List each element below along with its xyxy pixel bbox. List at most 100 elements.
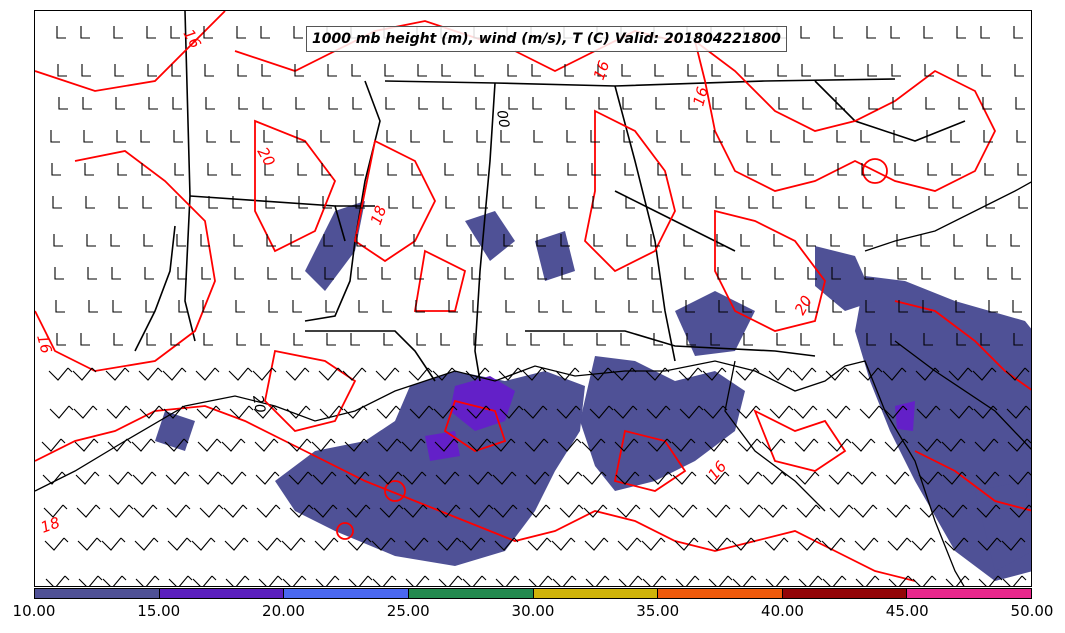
wind-barb bbox=[231, 163, 241, 176]
wind-barb bbox=[281, 537, 306, 551]
wind-barb bbox=[837, 163, 847, 176]
wind-barb bbox=[385, 97, 395, 110]
wind-barb bbox=[205, 97, 215, 110]
wind-barb bbox=[196, 405, 221, 419]
wind-barb bbox=[983, 130, 993, 143]
wind-barb bbox=[1002, 575, 1027, 586]
wind-barb bbox=[942, 471, 967, 485]
wind-barb bbox=[134, 537, 159, 551]
wind-barb bbox=[296, 130, 306, 143]
wind-barb bbox=[379, 504, 404, 518]
wind-barb bbox=[266, 234, 276, 247]
wind-barb bbox=[770, 130, 780, 143]
wind-barb bbox=[146, 26, 156, 39]
wind-barb bbox=[386, 130, 396, 143]
wind-barb bbox=[321, 163, 331, 176]
wind-barb bbox=[436, 504, 461, 518]
wind-barb bbox=[505, 300, 515, 313]
wind-barb bbox=[612, 367, 637, 381]
wind-barb bbox=[377, 438, 402, 452]
wind-barb bbox=[289, 504, 314, 518]
wind-barb bbox=[88, 300, 98, 313]
wind-barb bbox=[229, 405, 254, 419]
wind-barb bbox=[503, 234, 513, 247]
wind-barb bbox=[297, 163, 307, 176]
wind-barb bbox=[537, 267, 547, 280]
wind-barb bbox=[533, 130, 543, 143]
wind-barb bbox=[675, 575, 700, 586]
wind-barb bbox=[568, 196, 578, 209]
wind-barb bbox=[714, 163, 724, 176]
wind-barb bbox=[743, 333, 753, 346]
wind-barb bbox=[561, 267, 571, 280]
wind-barb bbox=[371, 537, 396, 551]
colorbar-tick-label: 15.00 bbox=[137, 602, 181, 620]
wind-barb bbox=[116, 130, 126, 143]
wind-barb bbox=[565, 97, 575, 110]
wind-barb bbox=[645, 367, 670, 381]
wind-barb bbox=[827, 438, 852, 452]
wind-barb bbox=[286, 405, 311, 419]
wind-barb bbox=[532, 97, 542, 110]
wind-barb bbox=[73, 405, 98, 419]
wind-barb bbox=[57, 64, 67, 77]
wind-barb bbox=[502, 196, 512, 209]
wind-barb bbox=[324, 267, 334, 280]
wind-barb bbox=[742, 300, 752, 313]
wind-barb bbox=[769, 405, 794, 419]
wind-barb bbox=[916, 405, 941, 419]
wind-barb bbox=[956, 333, 966, 346]
wind-barb bbox=[712, 97, 722, 110]
wind-barb bbox=[956, 26, 966, 39]
wind-barb bbox=[793, 405, 818, 419]
wind-barb bbox=[51, 163, 61, 176]
wind-barb bbox=[202, 300, 212, 313]
wind-barb bbox=[44, 537, 69, 551]
wind-barb bbox=[415, 300, 425, 313]
wind-barb bbox=[85, 196, 95, 209]
wind-barb bbox=[854, 537, 879, 551]
wind-barb bbox=[403, 504, 428, 518]
wind-barb bbox=[352, 97, 362, 110]
wind-barb bbox=[84, 163, 94, 176]
wind-barb bbox=[531, 64, 541, 77]
wind-barb bbox=[500, 130, 510, 143]
wind-barb bbox=[851, 438, 876, 452]
wind-barb bbox=[704, 438, 729, 452]
wind-barb bbox=[102, 575, 127, 586]
wind-barb bbox=[867, 64, 877, 77]
wind-barb bbox=[358, 300, 368, 313]
wind-barb bbox=[1017, 163, 1027, 176]
wind-barb bbox=[855, 575, 880, 586]
temp-label: 18 bbox=[367, 203, 390, 227]
wind-barb bbox=[228, 367, 253, 381]
wind-barb bbox=[54, 267, 64, 280]
wind-barb bbox=[285, 367, 310, 381]
wind-barb bbox=[763, 504, 788, 518]
wind-barb bbox=[412, 196, 422, 209]
wind-barb bbox=[923, 26, 933, 39]
wind-barb bbox=[75, 471, 100, 485]
wind-barb bbox=[80, 333, 90, 346]
wind-barb bbox=[440, 333, 450, 346]
wind-barb bbox=[556, 405, 581, 419]
wind-barb bbox=[974, 438, 999, 452]
wind-barb bbox=[434, 438, 459, 452]
wind-barb bbox=[558, 471, 583, 485]
wind-barb bbox=[559, 504, 584, 518]
wind-barb bbox=[884, 438, 909, 452]
wind-barb bbox=[172, 97, 182, 110]
wind-barb bbox=[438, 575, 463, 586]
wind-barb bbox=[551, 537, 576, 551]
wind-barb bbox=[494, 537, 519, 551]
wind-barb bbox=[896, 234, 906, 247]
wind-barb bbox=[592, 196, 602, 209]
wind-barb bbox=[552, 575, 577, 586]
wind-barb bbox=[74, 438, 99, 452]
wind-barb bbox=[687, 64, 697, 77]
wind-barb bbox=[762, 471, 787, 485]
wind-barb bbox=[177, 267, 187, 280]
wind-barb bbox=[1007, 438, 1031, 452]
wind-barb bbox=[957, 64, 967, 77]
wind-barb bbox=[476, 130, 486, 143]
